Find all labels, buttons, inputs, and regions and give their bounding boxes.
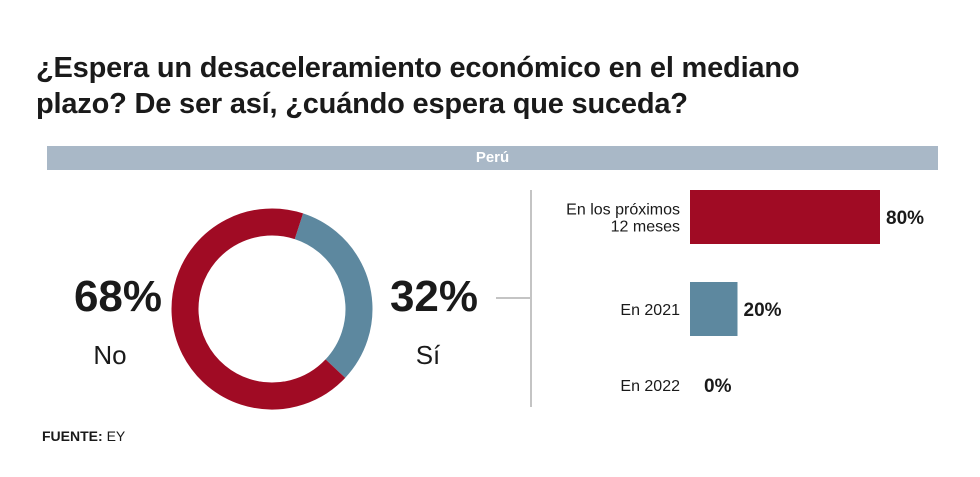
source-note: FUENTE: EY [42, 428, 125, 444]
bar-category-label: En 2022 [620, 378, 680, 395]
source-value: EY [106, 428, 126, 444]
country-banner: Perú [47, 146, 938, 170]
bar [690, 282, 738, 336]
bar-value-label: 20% [744, 300, 782, 321]
bar-category-label: En 2021 [620, 302, 680, 319]
donut-category-label: Sí [416, 340, 441, 370]
donut-chart: 68% No 32% Sí [74, 208, 478, 410]
title-line-2: plazo? De ser así, ¿cuándo espera que su… [36, 88, 688, 120]
bar [690, 190, 880, 244]
donut-category-label: No [93, 340, 126, 370]
donut-slice-no [171, 208, 373, 410]
title-line-1: ¿Espera un desaceleramiento económico en… [36, 52, 800, 84]
bar-category-label: 12 meses [611, 219, 680, 236]
bar-value-label: 0% [704, 376, 732, 397]
chart-title: ¿Espera un desaceleramiento económico en… [36, 50, 916, 122]
donut-value-label: 68% [74, 272, 162, 321]
bar-category-label: En los próximos [566, 202, 680, 219]
bar-value-label: 80% [886, 208, 924, 229]
donut-value-label: 32% [390, 272, 478, 321]
source-label: FUENTE: [42, 428, 103, 444]
